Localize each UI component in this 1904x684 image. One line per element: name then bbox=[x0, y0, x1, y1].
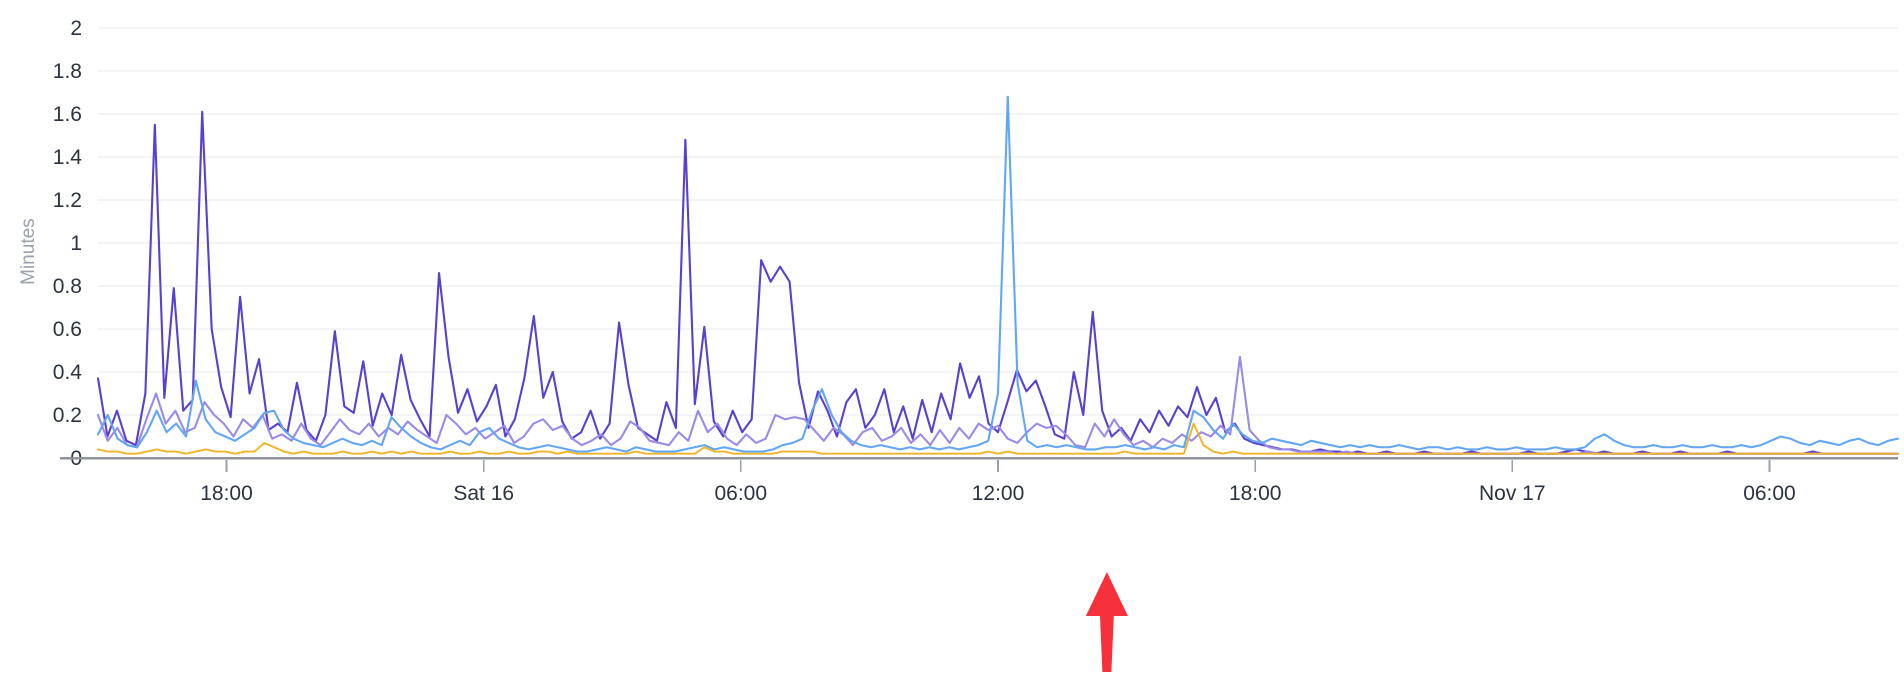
x-axis-tick-label: 12:00 bbox=[972, 482, 1025, 505]
annotation-layer bbox=[1085, 572, 1128, 672]
x-axis-tick-labels: 18:00 Sat 16 06:00 12:00 18:00 Nov 17 06:00 bbox=[200, 482, 1796, 505]
y-axis-tick-label: 2 bbox=[70, 17, 82, 40]
y-axis-tick-labels: 00.20.40.60.811.21.41.61.82 bbox=[53, 17, 83, 470]
y-axis-tick-label: 1 bbox=[70, 232, 82, 255]
x-axis-tick-label: 06:00 bbox=[1743, 482, 1796, 505]
x-axis-tick-label: 18:00 bbox=[1229, 482, 1282, 505]
red-arrow bbox=[1085, 572, 1128, 672]
y-axis-tick-label: 0.4 bbox=[53, 361, 83, 384]
x-axis-tick-label: 18:00 bbox=[200, 482, 253, 505]
y-axis-tick-label: 0.6 bbox=[53, 318, 82, 341]
y-axis-tick-label: 0.8 bbox=[53, 275, 82, 298]
gridlines bbox=[98, 27, 1898, 416]
arrow-head bbox=[1085, 572, 1128, 616]
series-indigo bbox=[96, 110, 1900, 455]
y-axis-tick-label: 1.2 bbox=[53, 189, 82, 212]
y-axis-title: Minutes bbox=[18, 218, 39, 285]
series-cornflower bbox=[96, 95, 1900, 453]
x-axis-tick-label: Sat 16 bbox=[453, 482, 514, 505]
y-axis-tick-label: 0.2 bbox=[53, 404, 82, 427]
x-axis-tick-label: Nov 17 bbox=[1479, 482, 1546, 505]
arrow-shaft bbox=[1099, 614, 1114, 672]
y-axis-tick-label: 1.4 bbox=[53, 146, 83, 169]
y-axis-tick-label: 1.8 bbox=[53, 60, 82, 83]
y-axis-tick-label: 1.6 bbox=[53, 103, 82, 126]
y-axis-title: Minutes bbox=[18, 218, 39, 285]
series-gold bbox=[97, 422, 1899, 455]
x-axis-tickmarks bbox=[225, 460, 1771, 472]
plot-series bbox=[96, 95, 1900, 455]
x-axis-tick-label: 06:00 bbox=[714, 482, 767, 505]
